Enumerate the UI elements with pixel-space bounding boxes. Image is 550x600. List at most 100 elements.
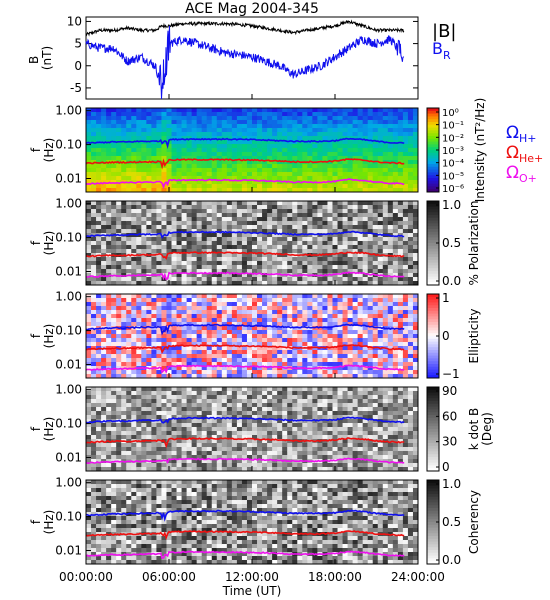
spectrogram-cell bbox=[337, 261, 343, 266]
spectrogram-cell bbox=[267, 221, 273, 226]
spectrogram-cell bbox=[176, 387, 182, 392]
spectrogram-cell bbox=[211, 156, 218, 161]
spectrogram-cell bbox=[347, 132, 354, 137]
spectrogram-cell bbox=[241, 294, 248, 299]
spectrogram-cell bbox=[322, 338, 328, 343]
spectrogram-cell bbox=[211, 350, 218, 355]
spectrogram-cell bbox=[322, 140, 328, 145]
spectrogram-cell bbox=[241, 180, 248, 185]
colorbar-segment bbox=[427, 217, 439, 222]
spectrogram-cell bbox=[161, 144, 167, 149]
spectrogram-cell bbox=[176, 140, 182, 145]
spectrogram-cell bbox=[327, 318, 333, 323]
spectrogram-cell bbox=[231, 257, 238, 262]
spectrogram-cell bbox=[126, 306, 132, 311]
spectrogram-cell bbox=[166, 205, 172, 210]
spectrogram-cell bbox=[292, 233, 298, 238]
colorbar-segment bbox=[427, 172, 439, 176]
spectrogram-cell bbox=[412, 298, 419, 303]
spectrogram-cell bbox=[86, 342, 92, 347]
spectrogram-cell bbox=[126, 164, 132, 169]
spectrogram-cell bbox=[407, 124, 414, 129]
spectrogram-cell bbox=[307, 213, 313, 218]
spectrogram-cell bbox=[121, 265, 127, 270]
spectrogram-cell bbox=[156, 116, 162, 121]
spectrogram-cell bbox=[166, 152, 172, 157]
spectrogram-cell bbox=[282, 326, 288, 331]
spectrogram-cell bbox=[136, 168, 142, 173]
spectrogram-cell bbox=[277, 237, 283, 242]
spectrogram-cell bbox=[156, 387, 162, 392]
spectrogram-cell bbox=[231, 451, 238, 456]
spectrogram-cell bbox=[287, 314, 293, 319]
spectrogram-cell bbox=[317, 108, 323, 113]
spectrogram-cell bbox=[317, 265, 323, 270]
spectrogram-cell bbox=[397, 245, 404, 250]
spectrogram-cell bbox=[221, 403, 228, 408]
spectrogram-cell bbox=[201, 265, 208, 270]
spectrogram-cell bbox=[367, 112, 374, 117]
spectrogram-cell bbox=[382, 229, 389, 234]
spectrogram-cell bbox=[181, 132, 188, 137]
spectrogram-cell bbox=[387, 298, 394, 303]
spectrogram-cell bbox=[166, 370, 172, 375]
spectrogram-cell bbox=[307, 245, 313, 250]
spectrogram-cell bbox=[131, 132, 137, 137]
spectrogram-cell bbox=[141, 431, 147, 436]
spectrogram-cell bbox=[176, 112, 182, 117]
spectrogram-cell bbox=[131, 447, 137, 452]
spectrogram-cell bbox=[262, 253, 268, 258]
spectrogram-cell bbox=[146, 237, 152, 242]
colorbar-segment bbox=[427, 369, 439, 373]
spectrogram-cell bbox=[277, 180, 283, 185]
spectrogram-cell bbox=[186, 277, 193, 282]
spectrogram-cell bbox=[392, 225, 399, 230]
spectrogram-cell bbox=[126, 338, 132, 343]
spectrogram-cell bbox=[327, 209, 333, 214]
spectrogram-cell bbox=[347, 116, 354, 121]
spectrogram-cell bbox=[236, 310, 243, 315]
spectrogram-cell bbox=[246, 249, 253, 254]
spectrogram-cell bbox=[91, 148, 97, 153]
spectrogram-cell bbox=[146, 391, 152, 396]
spectrogram-cell bbox=[342, 108, 348, 113]
spectrogram-cell bbox=[272, 358, 278, 363]
spectrogram-cell bbox=[377, 362, 384, 367]
spectrogram-cell bbox=[141, 148, 147, 153]
spectrogram-cell bbox=[226, 253, 233, 258]
spectrogram-cell bbox=[201, 330, 208, 335]
spectrogram-cell bbox=[156, 108, 162, 113]
spectrogram-cell bbox=[282, 205, 288, 210]
spectrogram-cell bbox=[106, 443, 112, 448]
spectrogram-cell bbox=[307, 233, 313, 238]
spectrogram-cell bbox=[111, 132, 117, 137]
spectrogram-cell bbox=[362, 176, 369, 181]
spectrogram-cell bbox=[246, 318, 253, 323]
spectrogram-cell bbox=[332, 277, 338, 282]
spectrogram-cell bbox=[241, 188, 248, 193]
spectrogram-cell bbox=[332, 168, 338, 173]
spectrogram-cell bbox=[156, 447, 162, 452]
spectrogram-cell bbox=[231, 132, 238, 137]
spectrogram-cell bbox=[382, 330, 389, 335]
spectrogram-cell bbox=[141, 407, 147, 412]
spectrogram-cell bbox=[161, 391, 167, 396]
spectrogram-cell bbox=[236, 201, 243, 206]
spectrogram-cell bbox=[181, 463, 188, 468]
spectrogram-cell bbox=[287, 374, 293, 379]
spectrogram-cell bbox=[121, 188, 127, 193]
spectrogram-cell bbox=[221, 144, 228, 149]
spectrogram-cell bbox=[236, 124, 243, 129]
spectrogram-cell bbox=[136, 411, 142, 416]
spectrogram-cell bbox=[206, 148, 213, 153]
spectrogram-cell bbox=[166, 451, 172, 456]
spectrogram-cell bbox=[226, 241, 233, 246]
spectrogram-cell bbox=[412, 265, 419, 270]
spectrogram-cell bbox=[146, 334, 152, 339]
spectrogram-cell bbox=[322, 112, 328, 117]
spectrogram-cell bbox=[156, 374, 162, 379]
spectrogram-cell bbox=[302, 350, 308, 355]
spectrogram-cell bbox=[362, 225, 369, 230]
spectrogram-cell bbox=[196, 277, 203, 282]
spectrogram-cell bbox=[186, 459, 193, 464]
